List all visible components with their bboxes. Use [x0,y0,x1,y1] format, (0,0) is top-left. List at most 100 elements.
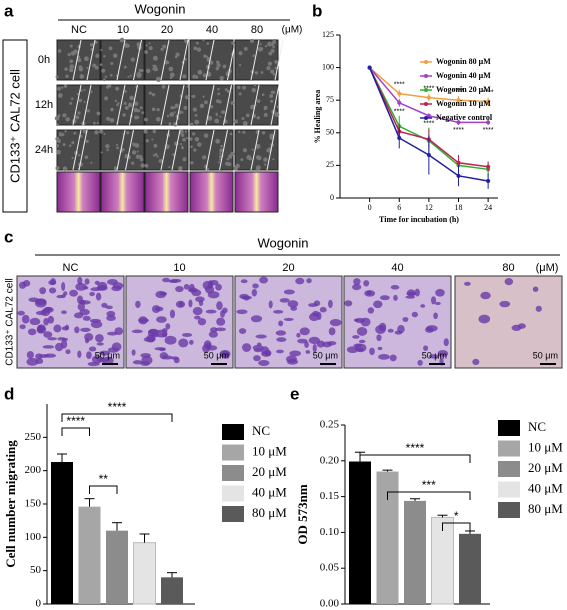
y-tick-label: 150 [25,498,42,510]
texture [133,107,139,113]
texture [57,49,62,53]
cell [69,289,78,297]
texture [255,168,259,172]
texture [69,67,74,73]
texture [240,158,244,162]
texture [152,67,156,71]
texture [143,129,148,134]
texture [215,66,220,71]
texture [106,148,109,152]
cell [48,287,57,294]
cell [433,312,438,320]
texture [94,65,99,70]
texture [270,69,275,74]
texture [242,85,247,90]
scratch-edge [72,39,82,81]
cell [358,339,366,344]
texture [186,85,189,88]
texture [255,143,261,149]
texture [110,61,114,66]
texture [259,42,262,46]
cell [84,333,94,342]
texture [274,112,280,117]
texture [143,117,148,122]
unit-label: (μM) [282,25,303,36]
texture [140,163,145,168]
scale-label: 50 μm [95,350,120,360]
texture [86,66,89,70]
texture [158,158,163,163]
cell [47,315,55,324]
texture [169,76,173,80]
scratch-edge [274,39,284,81]
panel-label: e [290,384,299,403]
texture [209,60,214,65]
cell [511,324,522,332]
y-tick-label: 0 [36,598,42,610]
scratch-edge [86,39,96,81]
texture [75,115,80,120]
cell [214,327,227,332]
cell [243,295,250,301]
scratch-image [100,39,145,81]
cell [220,309,225,318]
texture [103,55,106,58]
texture [207,115,213,121]
cell [162,277,171,283]
scratch-edge [266,129,276,171]
cell [95,292,102,301]
texture [110,107,114,112]
texture [83,101,86,104]
texture [237,85,241,90]
texture [272,45,275,49]
texture [109,73,113,77]
point [456,173,461,178]
texture [197,69,203,75]
texture [54,116,60,121]
texture [152,55,158,61]
texture [253,83,257,87]
texture [86,109,90,113]
cell [96,285,108,291]
significance: **** [394,82,405,89]
legend-marker [424,116,428,120]
texture [250,104,255,110]
significance: **** [483,127,494,134]
texture [127,75,130,78]
legend-label: 10 μM [528,439,563,454]
scratch-edge [116,39,126,81]
texture [257,155,262,161]
y-tick-label: 0.15 [320,490,340,502]
cell [417,359,423,366]
cell [285,355,298,363]
texture [58,132,63,137]
cell [373,300,383,309]
texture [207,73,211,77]
texture [67,52,71,57]
texture [242,148,248,153]
texture [202,95,205,98]
texture [270,48,275,53]
texture [165,60,170,65]
texture [219,158,222,161]
cell [84,278,90,285]
cell [393,294,398,301]
cell [253,355,261,362]
texture [77,111,81,115]
legend-marker [424,74,428,78]
cell [169,309,176,319]
stain-image [56,171,101,213]
cell [390,285,400,290]
texture [99,63,103,67]
texture [78,98,83,103]
legend-label: 40 μM [528,480,563,495]
texture [194,113,198,117]
texture [106,116,110,121]
panel-label: b [312,1,322,20]
stain-image [189,171,234,213]
cell [276,349,284,354]
texture [55,144,60,148]
texture [218,152,222,155]
scratch-edge [171,129,181,171]
